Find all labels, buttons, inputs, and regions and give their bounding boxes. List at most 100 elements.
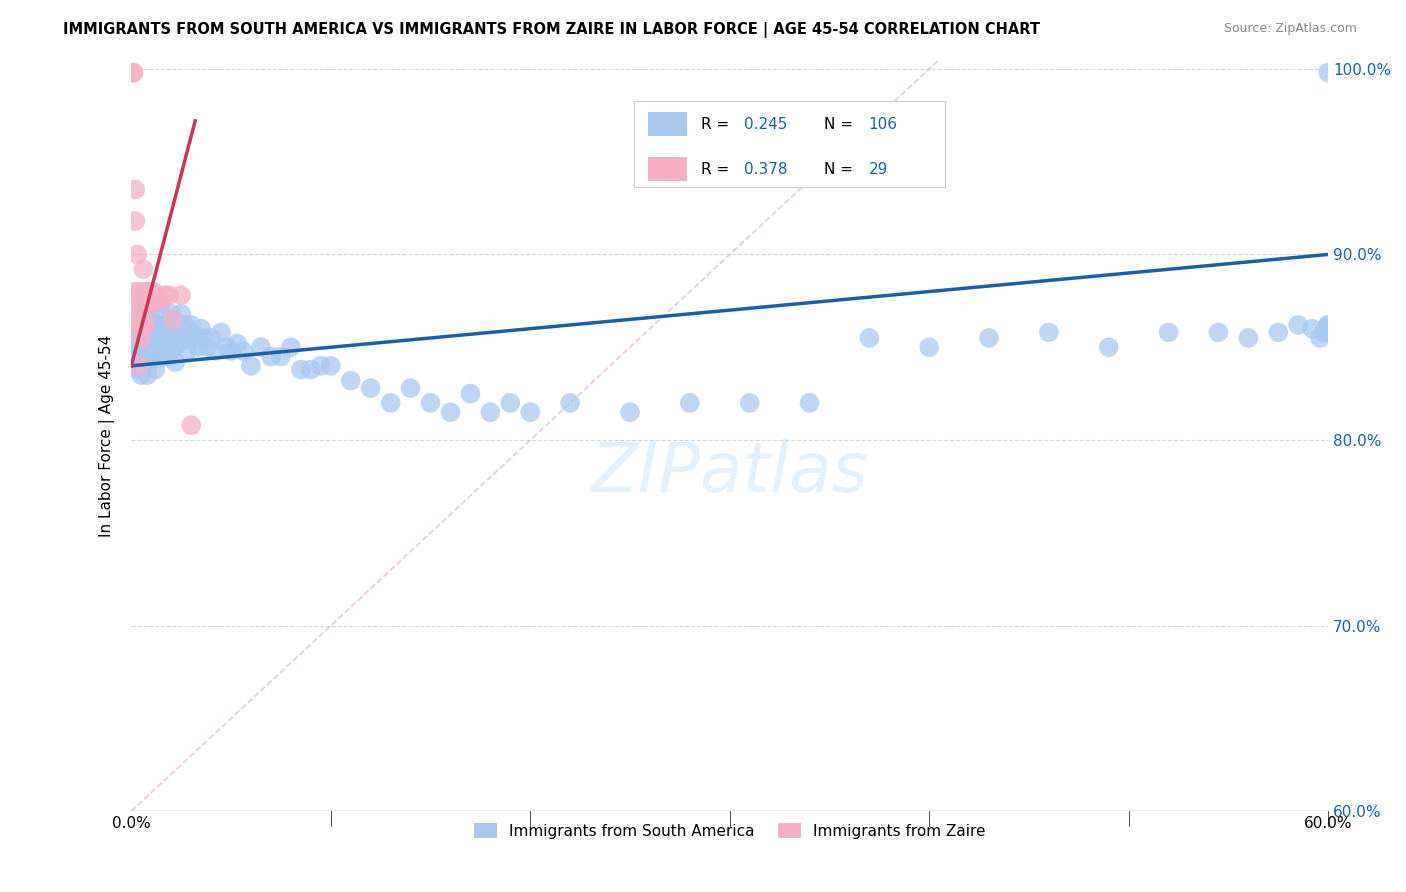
Point [219,343,242,358]
Point [679,396,702,410]
Text: N =: N = [824,117,858,132]
Point [1317,321,1340,335]
Point [122,285,145,299]
Point [134,307,156,321]
Point [191,331,214,345]
Point [131,293,153,308]
Legend: Immigrants from South America, Immigrants from Zaire: Immigrants from South America, Immigrant… [468,817,991,845]
Point [132,262,155,277]
FancyBboxPatch shape [634,101,945,187]
Point [136,300,159,314]
Point [128,318,150,332]
Point [232,343,254,358]
Text: R =: R = [702,161,734,177]
Point [127,247,149,261]
Point [1038,326,1060,340]
Point [150,350,173,364]
Point [134,285,156,299]
Point [152,318,174,332]
Point [360,381,382,395]
Point [380,396,402,410]
Point [1301,321,1323,335]
Point [132,331,155,345]
Point [134,340,156,354]
Point [1309,331,1331,345]
Point [162,318,184,332]
Point [136,368,159,382]
Point [460,386,482,401]
Text: 0.378: 0.378 [744,161,787,177]
Point [124,353,146,368]
Point [142,318,165,332]
Point [209,326,232,340]
Point [260,350,283,364]
Point [138,355,160,369]
Point [143,288,166,302]
Text: 0.245: 0.245 [744,117,787,132]
Point [1317,318,1340,332]
Point [127,307,149,321]
Point [160,307,183,321]
Point [918,340,941,354]
Point [519,405,541,419]
Point [127,336,149,351]
Point [160,343,183,358]
Point [155,288,177,302]
Point [131,368,153,382]
Point [250,340,273,354]
Point [1286,318,1309,332]
Text: R =: R = [702,117,734,132]
Point [1208,326,1230,340]
Point [190,321,212,335]
Point [127,362,149,376]
Point [439,405,461,419]
Point [339,374,361,388]
Point [124,318,146,332]
Point [122,331,145,345]
Point [155,331,177,345]
Point [122,65,145,79]
Point [1317,318,1340,332]
Point [152,340,174,354]
Point [1237,331,1260,345]
Point [128,285,150,299]
Point [499,396,522,410]
Point [1317,321,1340,335]
Point [162,312,184,326]
Point [142,285,165,299]
Point [170,307,193,321]
Point [166,318,188,332]
Point [479,405,502,419]
Point [179,326,201,340]
Point [157,288,180,302]
Point [172,331,194,345]
Point [146,343,169,358]
Point [290,362,312,376]
Point [146,318,169,332]
Point [157,326,180,340]
Point [141,336,163,351]
Point [143,362,166,376]
Point [131,343,153,358]
Point [399,381,422,395]
Point [124,214,146,228]
Point [146,293,169,308]
Point [180,318,202,332]
Point [1313,326,1336,340]
Point [141,293,163,308]
Point [180,418,202,433]
Point [184,331,207,345]
Point [977,331,1000,345]
Point [1267,326,1289,340]
Point [131,331,153,345]
Point [319,359,342,373]
Point [170,288,193,302]
Point [1157,326,1180,340]
Point [132,318,155,332]
FancyBboxPatch shape [648,112,686,136]
Point [560,396,582,410]
Text: N =: N = [824,161,858,177]
Point [132,359,155,373]
Point [127,312,149,326]
Point [124,182,146,196]
